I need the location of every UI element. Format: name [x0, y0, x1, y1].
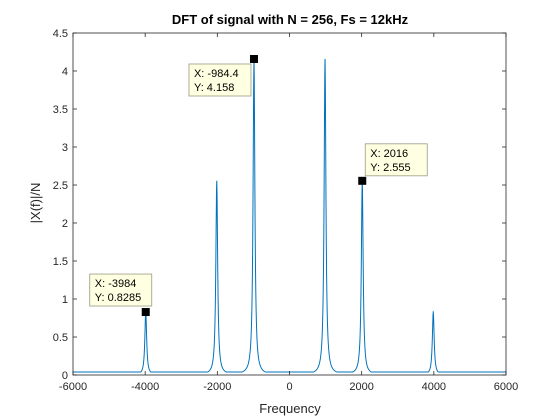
y-tick-label: 1 [62, 294, 68, 306]
datatip-y-text: Y: 0.8285 [95, 292, 142, 304]
datatip-box [89, 273, 153, 307]
x-axis: -6000 -4000 -2000 0 2000 4000 6000 [59, 33, 518, 393]
x-tick-label: 0 [286, 381, 292, 393]
chart-title: DFT of signal with N = 256, Fs = 12kHz [172, 12, 409, 27]
datatip-x-text: X: -984.4 [194, 68, 239, 80]
y-tick-label: 4 [62, 66, 68, 78]
x-tick-label: -6000 [59, 381, 87, 393]
plot-area: -6000 -4000 -2000 0 2000 4000 6000 0 0.5 1 1.5 2 2.… [53, 28, 519, 393]
datatip-y-text: Y: 4.158 [194, 82, 234, 94]
datatips: X: -984.4 Y: 4.158 X: 2016 Y: 2.555 X: -3984… [89, 54, 428, 317]
datatip-x-text: X: -3984 [95, 278, 137, 290]
axes-background [73, 33, 506, 375]
y-tick-label: 0 [62, 370, 68, 382]
datatip-marker [358, 176, 367, 185]
x-tick-label: -2000 [203, 381, 231, 393]
datatip-box [364, 143, 428, 177]
x-axis-label: Frequency [259, 401, 321, 416]
datatip-marker [249, 54, 258, 63]
y-axis: 0 0.5 1 1.5 2 2.5 3 3.5 4 4.5 [53, 28, 506, 382]
y-tick-label: 1.5 [53, 256, 68, 268]
datatip-0: X: -984.4 Y: 4.158 [188, 54, 258, 97]
y-tick-label: 0.5 [53, 332, 68, 344]
datatip-box [188, 63, 252, 97]
y-axis-label: |X(f)|/N [28, 183, 43, 224]
x-tick-label: 2000 [349, 381, 373, 393]
x-tick-label: 6000 [494, 381, 518, 393]
y-tick-label: 2.5 [53, 180, 68, 192]
y-tick-label: 4.5 [53, 28, 68, 40]
y-tick-label: 3.5 [53, 104, 68, 116]
datatip-marker [141, 308, 150, 317]
x-tick-label: 4000 [422, 381, 446, 393]
datatip-1: X: 2016 Y: 2.555 [358, 143, 428, 185]
y-tick-label: 2 [62, 218, 68, 230]
datatip-2: X: -3984 Y: 0.8285 [89, 273, 153, 317]
datatip-y-text: Y: 2.555 [370, 162, 410, 174]
x-tick-label: -4000 [131, 381, 159, 393]
datatip-x-text: X: 2016 [370, 148, 408, 160]
y-tick-label: 3 [62, 142, 68, 154]
